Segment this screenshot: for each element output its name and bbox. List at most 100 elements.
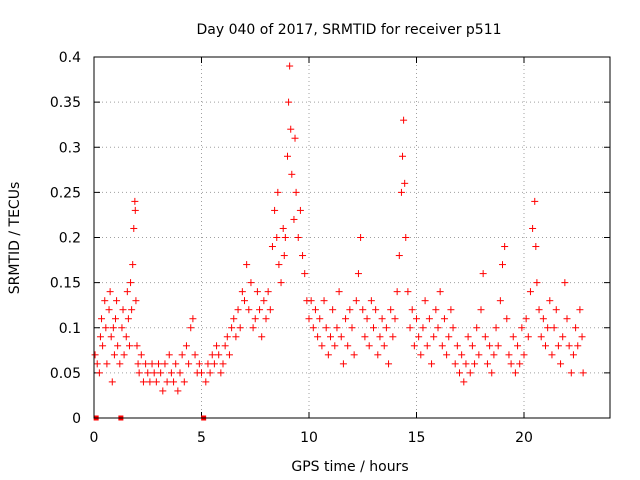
data-point <box>378 315 386 323</box>
data-point <box>288 170 296 178</box>
data-point <box>107 333 115 341</box>
data-point <box>120 351 128 359</box>
data-point <box>397 188 405 196</box>
data-point <box>440 315 448 323</box>
data-point <box>475 351 483 359</box>
x-tick-label: 10 <box>300 430 318 446</box>
data-point <box>451 360 459 368</box>
data-point <box>285 98 293 106</box>
data-point <box>191 351 199 359</box>
data-point <box>539 315 547 323</box>
data-point <box>410 342 418 350</box>
data-point <box>253 288 261 296</box>
data-point <box>483 360 491 368</box>
data-point <box>102 324 110 332</box>
data-point <box>402 234 410 241</box>
ticks: 0 0.05 0.1 0.15 0.2 0.25 0.3 0.35 0.4 0 5 10 15 20 <box>50 50 610 446</box>
data-point <box>163 378 171 386</box>
data-point <box>238 288 246 296</box>
data-point <box>447 306 455 314</box>
data-point <box>290 215 298 223</box>
data-point <box>477 306 485 314</box>
data-point <box>221 342 229 350</box>
data-point <box>578 333 586 341</box>
data-point <box>307 297 315 305</box>
data-points <box>91 62 587 421</box>
data-point <box>118 324 126 332</box>
data-point <box>462 360 470 368</box>
data-point <box>401 179 409 187</box>
data-point <box>258 333 266 341</box>
data-point <box>134 360 142 368</box>
data-point <box>95 369 103 377</box>
data-point <box>348 324 356 332</box>
data-point <box>128 306 136 314</box>
data-point <box>346 306 354 314</box>
data-point <box>309 324 317 332</box>
plot-frame <box>93 56 611 419</box>
data-point <box>329 306 337 314</box>
data-point <box>518 324 526 332</box>
data-point <box>296 206 304 214</box>
data-point <box>579 369 587 377</box>
data-point <box>569 351 577 359</box>
data-point <box>148 360 156 368</box>
data-point <box>284 152 291 160</box>
data-point <box>365 342 373 350</box>
data-point <box>176 369 184 377</box>
data-point <box>456 369 463 377</box>
data-point <box>391 315 399 323</box>
data-point <box>266 306 274 314</box>
data-point <box>271 206 279 214</box>
data-point <box>210 360 218 368</box>
data-point <box>370 324 377 332</box>
data-point <box>419 324 427 332</box>
data-point <box>268 243 276 251</box>
data-point <box>198 369 205 377</box>
data-point <box>318 342 326 350</box>
chart-title: Day 040 of 2017, SRMTID for receiver p51… <box>196 22 501 38</box>
data-point <box>533 279 541 287</box>
y-tick-label: 0.4 <box>59 50 81 66</box>
data-point <box>561 279 569 287</box>
data-point <box>481 333 489 341</box>
data-point <box>466 369 474 377</box>
data-point <box>202 378 210 386</box>
data-point <box>122 333 130 341</box>
data-point <box>408 306 416 314</box>
x-tick-label: 0 <box>90 430 99 446</box>
data-point <box>324 351 332 359</box>
data-point <box>344 342 352 350</box>
data-point <box>322 324 330 332</box>
data-point <box>567 369 575 377</box>
grid <box>94 57 610 418</box>
data-point <box>152 378 160 386</box>
data-point <box>532 243 540 251</box>
data-point <box>363 315 371 323</box>
data-point <box>486 342 494 350</box>
data-point <box>458 351 466 359</box>
data-point <box>131 206 139 214</box>
y-tick-label: 0.15 <box>50 276 81 292</box>
data-point <box>112 315 119 323</box>
data-point <box>445 333 453 341</box>
data-point <box>219 360 227 368</box>
data-point <box>256 306 264 314</box>
data-point <box>511 369 519 377</box>
data-point <box>544 324 552 332</box>
data-point <box>393 288 401 296</box>
data-point <box>399 152 407 160</box>
data-point <box>301 270 309 278</box>
data-point <box>137 351 145 359</box>
data-point <box>236 324 244 332</box>
data-point <box>124 315 132 323</box>
y-tick-label: 0.3 <box>59 140 81 156</box>
data-point <box>172 360 180 368</box>
data-point <box>281 234 289 241</box>
data-point <box>106 288 114 296</box>
x-tick-label: 5 <box>197 430 206 446</box>
data-point <box>241 297 248 305</box>
data-point <box>376 333 384 341</box>
data-point <box>273 234 281 241</box>
